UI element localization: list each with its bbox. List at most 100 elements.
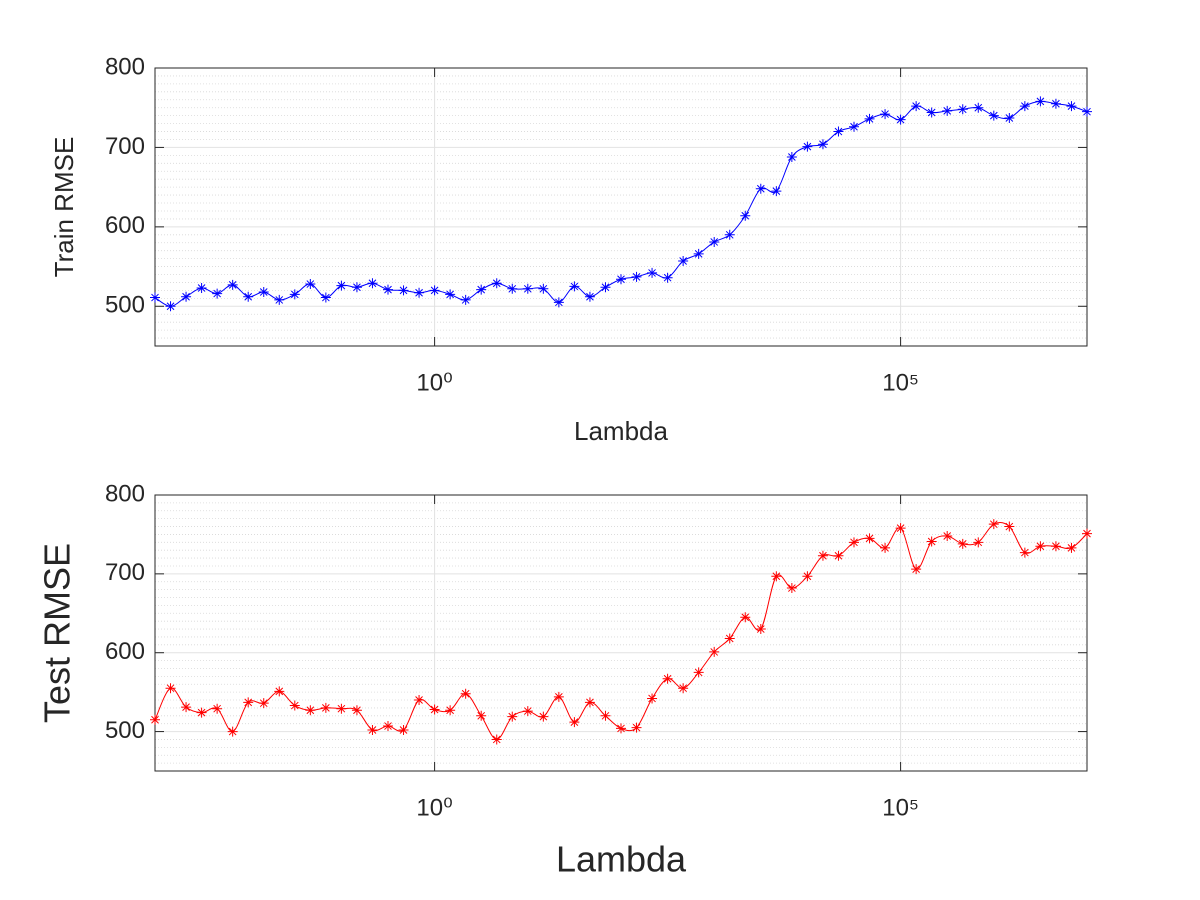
data-marker: [755, 183, 766, 194]
data-marker: [476, 284, 487, 295]
data-marker: [802, 571, 813, 582]
data-marker: [584, 697, 595, 708]
data-marker: [724, 229, 735, 240]
data-marker: [911, 101, 922, 112]
data-marker: [848, 121, 859, 132]
data-marker: [833, 126, 844, 137]
data-marker: [786, 583, 797, 594]
data-marker: [429, 285, 440, 296]
data-marker: [848, 537, 859, 548]
data-marker: [942, 105, 953, 116]
data-marker: [460, 688, 471, 699]
data-marker: [631, 722, 642, 733]
y-tick-label: 700: [105, 559, 145, 586]
data-marker: [196, 707, 207, 718]
data-marker: [724, 633, 735, 644]
data-marker: [973, 102, 984, 113]
data-marker: [429, 704, 440, 715]
data-marker: [227, 279, 238, 290]
data-marker: [693, 667, 704, 678]
data-marker: [740, 210, 751, 221]
data-marker: [522, 283, 533, 294]
data-marker: [1050, 541, 1061, 552]
data-marker: [973, 537, 984, 548]
data-marker: [414, 287, 425, 298]
x-axis-label: Lambda: [574, 416, 668, 446]
data-marker: [445, 705, 456, 716]
data-marker: [398, 724, 409, 735]
data-marker: [1004, 521, 1015, 532]
data-marker: [647, 267, 658, 278]
data-marker: [351, 282, 362, 293]
data-marker: [942, 531, 953, 542]
data-marker: [351, 705, 362, 716]
data-marker: [817, 139, 828, 150]
data-marker: [181, 291, 192, 302]
data-marker: [305, 279, 316, 290]
data-marker: [522, 706, 533, 717]
data-marker: [616, 723, 626, 734]
data-marker: [662, 673, 673, 684]
data-marker: [957, 538, 968, 549]
data-marker: [289, 700, 300, 711]
data-marker: [336, 280, 347, 291]
x-tick-label: 10⁵: [882, 794, 919, 821]
x-tick-label: 10⁵: [882, 369, 919, 396]
data-marker: [491, 278, 502, 289]
data-marker: [569, 281, 580, 292]
data-marker: [538, 283, 549, 294]
data-marker: [569, 717, 580, 728]
data-marker: [647, 693, 658, 704]
data-marker: [258, 698, 269, 709]
y-tick-label: 500: [105, 717, 145, 744]
data-marker: [553, 691, 564, 702]
data-marker: [957, 104, 968, 115]
x-tick-label: 10⁰: [416, 794, 452, 821]
data-marker: [414, 695, 425, 706]
data-marker: [895, 114, 906, 125]
data-marker: [320, 702, 331, 713]
data-marker: [212, 703, 223, 714]
y-tick-label: 600: [105, 212, 145, 239]
data-marker: [786, 151, 797, 162]
data-marker: [196, 283, 207, 294]
data-marker: [709, 236, 720, 247]
data-marker: [212, 288, 223, 299]
data-marker: [445, 289, 456, 300]
data-marker: [911, 564, 922, 575]
y-axis-label: Test RMSE: [37, 543, 78, 723]
data-marker: [491, 734, 502, 745]
x-tick-label: 10⁰: [416, 369, 452, 396]
axes-box: [154, 67, 1088, 347]
data-marker: [274, 294, 285, 305]
data-marker: [336, 703, 347, 714]
data-marker: [305, 705, 316, 716]
data-marker: [802, 141, 813, 152]
data-marker: [289, 289, 300, 300]
data-marker: [476, 710, 487, 721]
data-marker: [771, 186, 782, 197]
data-marker: [1019, 547, 1030, 558]
data-marker: [988, 519, 999, 530]
data-marker: [771, 571, 782, 582]
data-marker: [320, 292, 331, 303]
data-marker: [864, 113, 875, 124]
data-marker: [693, 248, 704, 259]
data-marker: [507, 283, 518, 294]
data-marker: [243, 697, 254, 708]
data-marker: [833, 550, 844, 561]
data-marker: [460, 294, 471, 305]
data-marker: [1082, 106, 1092, 117]
y-tick-label: 800: [105, 480, 145, 507]
data-marker: [243, 291, 254, 302]
data-marker: [880, 109, 891, 120]
data-marker: [1066, 542, 1077, 553]
data-marker: [258, 286, 269, 297]
data-marker: [616, 274, 626, 285]
x-axis-label: Lambda: [556, 839, 687, 880]
data-marker: [1019, 101, 1030, 112]
data-marker: [1082, 528, 1092, 539]
data-marker: [880, 542, 891, 553]
